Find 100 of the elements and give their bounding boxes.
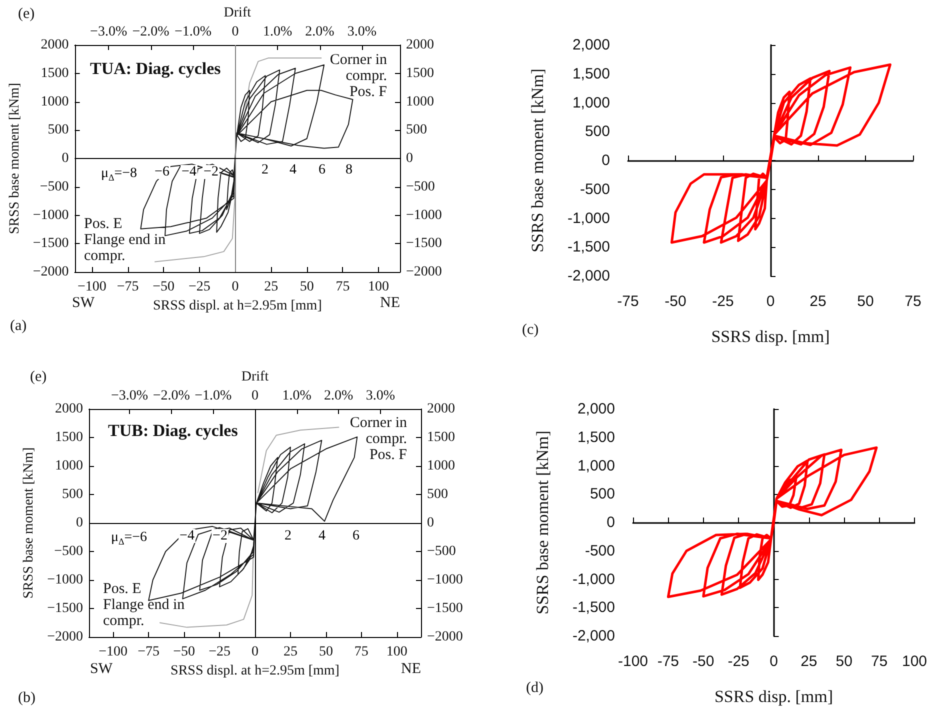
x-axis-title: SSRS disp. [mm] [714, 687, 834, 706]
annotation: −4 [182, 164, 196, 180]
text: NE [380, 295, 400, 311]
y-tick-label: -1,500 [572, 599, 615, 616]
y2-tick-label: −500 [406, 179, 435, 194]
x-tick-label: −50 [152, 280, 175, 294]
y-tick-label: -2,000 [572, 628, 615, 644]
y2-tick-label: 0 [406, 151, 413, 166]
y2-tick-label: −1000 [427, 572, 463, 588]
y-tick-label: 500 [590, 486, 615, 503]
annotation: Pos. E Flange end in compr. [103, 581, 186, 629]
y2-tick-label: 500 [406, 122, 427, 138]
x-tick-label: 25 [800, 653, 818, 670]
y2-tick-label: 1500 [406, 66, 434, 81]
x-tick-label: -25 [712, 293, 734, 310]
y2-tick-label: −500 [427, 544, 456, 559]
x-tick-label: 50 [857, 293, 874, 310]
y2-tick-label: 1000 [406, 94, 434, 110]
annotation: −2 [204, 164, 218, 180]
x2-tick-label: −1.0% [174, 24, 212, 40]
text: NE [401, 661, 421, 677]
y-tick-label: 1500 [55, 430, 83, 445]
y2-tick-label: −1500 [427, 601, 463, 616]
y-tick-label: -1,500 [567, 238, 610, 256]
y-tick-label: -1,000 [572, 570, 615, 588]
x2-tick-label: −2.0% [152, 388, 190, 404]
y-tick-label: −2000 [47, 630, 83, 644]
y-tick-label: −500 [54, 544, 83, 559]
y-tick-label: 1,000 [577, 457, 615, 474]
x2-tick-label: −2.0% [132, 24, 170, 40]
annotation: 2 [262, 162, 268, 178]
annotation: −2 [212, 528, 228, 544]
y-tick-label: 1500 [40, 66, 69, 81]
y-tick-label: 0 [76, 516, 83, 530]
y-tick-label: 0 [62, 151, 69, 166]
y-tick-label: 1,000 [572, 94, 610, 112]
x-tick-label: -25 [728, 653, 750, 670]
x-tick-label: 50 [300, 280, 314, 294]
y-tick-label: 2,000 [572, 36, 610, 54]
x2-tick-label: 3.0% [366, 388, 396, 404]
text: TUB: Diag. cycles [108, 421, 238, 440]
text: (e) [30, 369, 47, 385]
x2-tick-label: 1.0% [282, 388, 312, 404]
y-tick-label: −1500 [47, 601, 83, 616]
y2-tick-label: 2000 [427, 402, 455, 416]
y-axis-title: SSRS base moment [kNm] [533, 430, 552, 614]
y-axis-title: SRSS base moment [kNm] [22, 447, 37, 599]
annotation: 4 [318, 528, 326, 544]
text: (e) [18, 6, 35, 22]
y-tick-label: 1000 [55, 458, 83, 474]
text: SW [90, 661, 114, 677]
x-tick-label: −75 [116, 280, 139, 294]
x-tick-label: 25 [810, 293, 826, 310]
x-axis-title: SRSS displ. at h=2.95m [mm] [152, 298, 322, 314]
x-tick-label: 50 [318, 644, 333, 660]
x2-axis-title: Drift [241, 370, 269, 385]
y-tick-label: 1000 [40, 94, 69, 110]
x-tick-label: 100 [368, 280, 390, 294]
y2-tick-label: 1000 [427, 458, 455, 474]
x-axis-title: SSRS disp. [mm] [711, 327, 830, 346]
y-tick-label: 1,500 [572, 65, 610, 82]
y-tick-label: 0 [602, 152, 610, 169]
x-tick-label: −100 [98, 644, 128, 660]
x-tick-label: 25 [264, 280, 278, 294]
y-tick-label: −2000 [32, 264, 69, 280]
y2-tick-label: 500 [427, 487, 448, 502]
x-tick-label: -75 [617, 293, 639, 310]
x-tick-label: 0 [252, 644, 258, 660]
text: TUA: Diag. cycles [90, 59, 222, 78]
y2-tick-label: −1000 [406, 208, 442, 223]
x-tick-label: -100 [618, 653, 648, 670]
y-tick-label: 1,500 [577, 428, 615, 446]
x2-tick-label: 0 [232, 24, 239, 40]
y2-tick-label: 0 [427, 516, 434, 530]
y2-tick-label: 1500 [427, 430, 455, 445]
annotation: 8 [346, 162, 352, 178]
x-tick-label: 0 [770, 653, 778, 670]
y-tick-label: −500 [40, 179, 69, 194]
y-tick-label: −1000 [32, 208, 69, 223]
x-tick-label: -75 [657, 653, 680, 670]
x-axis-title: SRSS displ. at h=2.95m [mm] [170, 663, 340, 678]
x2-tick-label: −3.0% [111, 388, 148, 404]
text: (c) [522, 322, 539, 338]
x2-tick-label: −3.0% [90, 24, 128, 40]
y-tick-label: 2,000 [577, 400, 615, 418]
x2-tick-label: 2.0% [305, 24, 335, 40]
x-tick-label: 0 [766, 293, 775, 310]
text: SW [72, 295, 96, 311]
x-tick-label: −25 [208, 644, 230, 660]
annotation: Corner in compr. Pos. F [330, 52, 388, 100]
y2-tick-label: 2000 [406, 38, 434, 52]
x-tick-label: −75 [138, 644, 160, 660]
annotation: −6 [154, 164, 170, 180]
x-tick-label: −50 [173, 644, 196, 660]
y-tick-label: 2000 [55, 402, 83, 416]
x2-tick-label: 2.0% [324, 388, 354, 404]
x2-tick-label: 1.0% [262, 24, 292, 40]
y-tick-label: 500 [48, 122, 69, 138]
y2-tick-label: −1500 [406, 236, 442, 252]
x2-tick-label: −1.0% [194, 388, 232, 404]
